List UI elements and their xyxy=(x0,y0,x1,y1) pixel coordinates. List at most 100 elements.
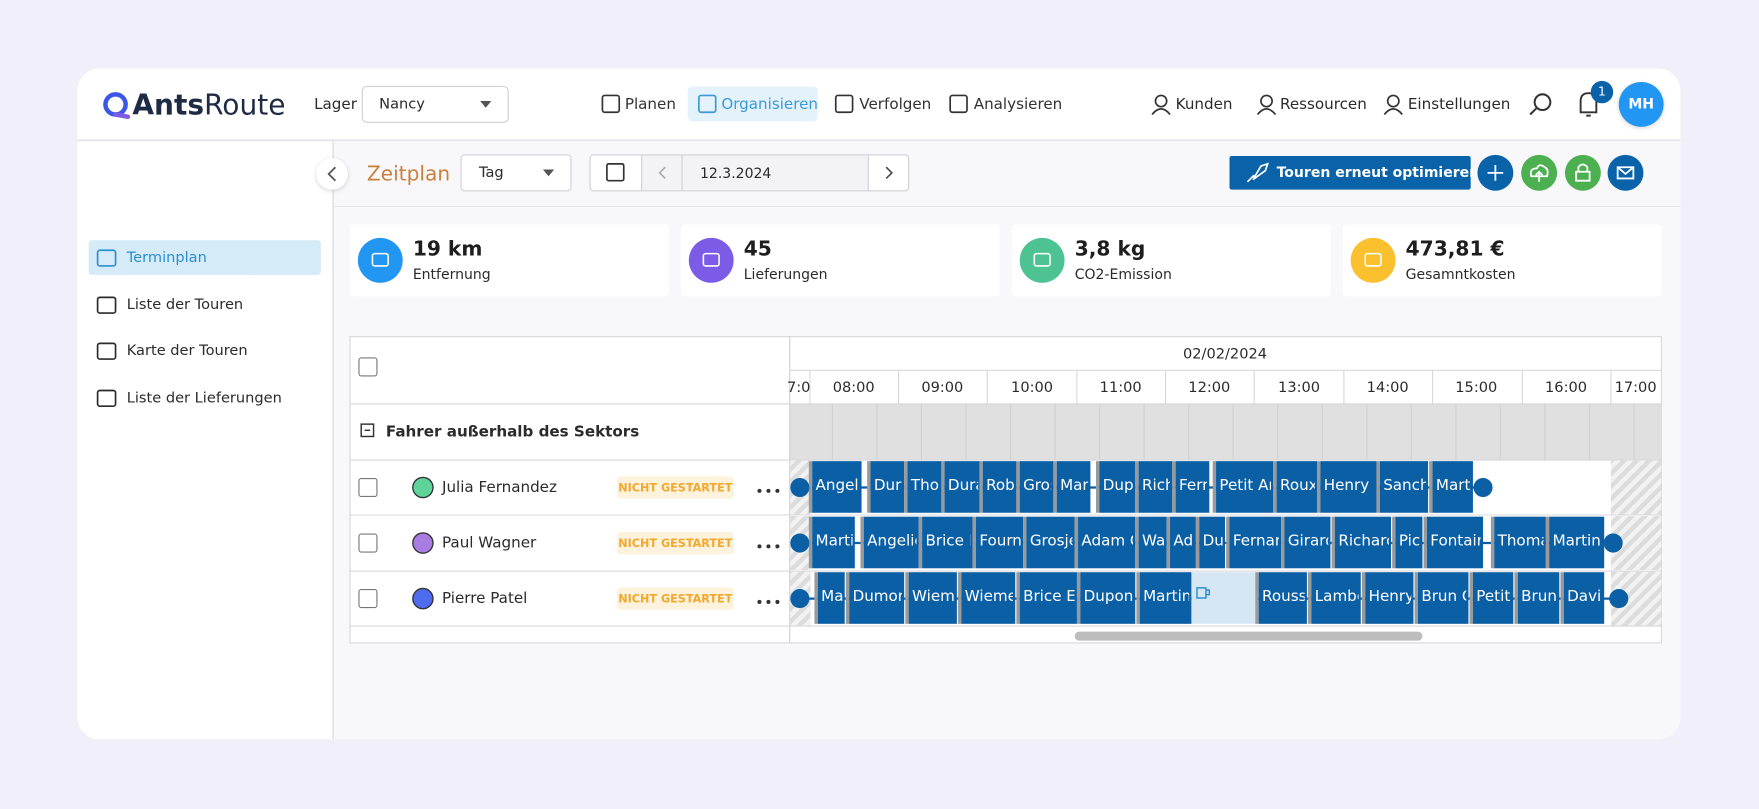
task-block[interactable]: Dub xyxy=(1195,516,1234,569)
menu-dot[interactable] xyxy=(757,544,762,549)
task-block[interactable]: Sanch xyxy=(1376,461,1429,513)
task-block[interactable]: Lambe xyxy=(1308,572,1366,624)
task-block[interactable]: Fernar xyxy=(1226,516,1282,569)
menu-dot[interactable] xyxy=(766,488,771,493)
menu-dot[interactable] xyxy=(775,544,780,549)
group-label: Fahrer außerhalb des Sektors xyxy=(386,422,639,440)
task-block[interactable]: David xyxy=(1560,572,1610,624)
task-block[interactable]: Rob xyxy=(979,461,1017,513)
nav-icon xyxy=(1154,94,1168,108)
menu-dot[interactable] xyxy=(766,599,771,604)
task-block[interactable]: Grosje xyxy=(1023,516,1078,569)
task-block[interactable]: Dura xyxy=(941,461,984,513)
task-block[interactable]: Rousso xyxy=(1255,572,1315,624)
task-block[interactable]: Brun C xyxy=(1414,572,1473,624)
add-button[interactable] xyxy=(1477,154,1514,191)
task-block[interactable]: Petit xyxy=(1469,572,1514,624)
task-block[interactable]: Ma xyxy=(814,572,845,624)
nav-label: Organisieren xyxy=(721,95,818,113)
kpi-icon-glyph xyxy=(1364,252,1382,267)
task-block[interactable]: Brice Er xyxy=(1016,572,1083,624)
task-block[interactable]: Angelie xyxy=(860,516,923,569)
task-label: Fernar xyxy=(1233,531,1282,549)
sidebar-item[interactable]: Terminplan xyxy=(88,240,321,275)
menu-dot[interactable] xyxy=(766,544,771,549)
task-block[interactable]: Thor xyxy=(904,461,946,513)
right-nav-item[interactable]: Kunden xyxy=(1151,94,1233,116)
task-block[interactable]: Ferr xyxy=(1172,461,1210,513)
task-block[interactable]: Brice F xyxy=(918,516,978,569)
upload-button[interactable] xyxy=(1521,154,1558,191)
task-block[interactable]: Girard xyxy=(1281,516,1335,569)
task-block[interactable]: Roux xyxy=(1273,461,1318,513)
lager-select[interactable]: Nancy xyxy=(361,85,509,123)
search-button[interactable] xyxy=(1529,93,1552,116)
nav-item[interactable]: Verfolgen xyxy=(834,94,932,114)
driver-color xyxy=(412,476,434,499)
logo-icon-accent xyxy=(113,112,131,119)
task-block[interactable]: Pic xyxy=(1392,516,1423,569)
hour-label: 13:00 xyxy=(1278,379,1320,396)
task-separator xyxy=(1016,572,1020,624)
collapse-button[interactable] xyxy=(316,158,348,190)
task-block[interactable]: Gros xyxy=(1016,461,1058,513)
task-bg xyxy=(1019,572,1077,624)
nav-item[interactable]: Analysieren xyxy=(949,94,1062,114)
task-block[interactable]: Ada xyxy=(1166,516,1203,569)
right-nav-item[interactable]: Ressourcen xyxy=(1256,94,1367,116)
task-block[interactable]: Angel xyxy=(808,461,862,513)
nav-label: Verfolgen xyxy=(859,95,931,113)
task-block[interactable]: Fourni xyxy=(972,516,1026,569)
task-block[interactable]: Dup xyxy=(1096,461,1136,513)
task-block[interactable]: Wieme xyxy=(905,572,964,624)
task-block[interactable]: Thoma xyxy=(1490,516,1550,569)
task-block[interactable]: Henry xyxy=(1361,572,1414,624)
select-box[interactable] xyxy=(361,85,509,123)
task-separator xyxy=(1255,572,1259,624)
menu-dot[interactable] xyxy=(757,488,762,493)
menu-dot[interactable] xyxy=(757,599,762,604)
sidebar-item[interactable]: Liste der Touren xyxy=(96,296,244,314)
task-block[interactable]: Wa xyxy=(1135,516,1167,569)
checkbox[interactable] xyxy=(358,533,378,553)
checkbox[interactable] xyxy=(358,477,378,498)
checkbox[interactable] xyxy=(358,589,378,609)
right-nav-item[interactable]: Einstellungen xyxy=(1383,94,1510,116)
lock-button[interactable] xyxy=(1564,154,1601,191)
notifications-button[interactable]: 1 xyxy=(1579,80,1614,117)
nav-item[interactable]: Organisieren xyxy=(687,86,818,122)
task-block[interactable]: Martin xyxy=(1136,572,1192,624)
task-block[interactable]: Rich xyxy=(1135,461,1174,513)
task-block[interactable]: Brun xyxy=(1514,572,1560,624)
task-block[interactable]: Petit Ar xyxy=(1212,461,1276,513)
task-block[interactable]: Martin C xyxy=(1545,516,1616,569)
sidebar-item[interactable]: Karte der Touren xyxy=(96,342,248,360)
sidebar-item[interactable]: Liste der Lieferungen xyxy=(96,389,282,408)
checkbox[interactable] xyxy=(358,357,378,377)
task-separator xyxy=(1096,461,1100,513)
task-block[interactable]: Fontain xyxy=(1423,516,1487,569)
task-separator xyxy=(1490,516,1495,569)
date-picker[interactable]: 12.3.2024 xyxy=(589,154,910,192)
task-block[interactable]: Wieme xyxy=(958,572,1017,624)
task-block[interactable]: Marti xyxy=(808,516,855,569)
task-block[interactable]: Mart xyxy=(1053,461,1094,513)
menu-dot[interactable] xyxy=(775,599,780,604)
task-block[interactable]: Dur xyxy=(867,461,905,513)
menu-dot[interactable] xyxy=(775,488,780,493)
task-block[interactable]: Henry N xyxy=(1317,461,1385,513)
mail-button[interactable] xyxy=(1607,154,1644,191)
task-bg xyxy=(1138,461,1173,513)
avatar[interactable]: MH xyxy=(1618,81,1664,127)
nav-item[interactable]: Planen xyxy=(601,94,676,114)
view-select[interactable]: Tag xyxy=(460,154,572,192)
collapse-icon[interactable] xyxy=(360,423,375,438)
task-block[interactable]: Marti xyxy=(1429,461,1474,513)
optimize-button[interactable]: Touren erneut optimieren xyxy=(1229,156,1480,190)
task-block[interactable]: Adam C xyxy=(1074,516,1141,569)
task-block[interactable]: Dupont xyxy=(1076,572,1139,624)
task-block[interactable]: Dumor xyxy=(845,572,905,624)
scrollbar-thumb[interactable] xyxy=(1074,631,1423,641)
task-bg xyxy=(1258,572,1307,624)
task-block[interactable]: Richarc xyxy=(1331,516,1395,569)
